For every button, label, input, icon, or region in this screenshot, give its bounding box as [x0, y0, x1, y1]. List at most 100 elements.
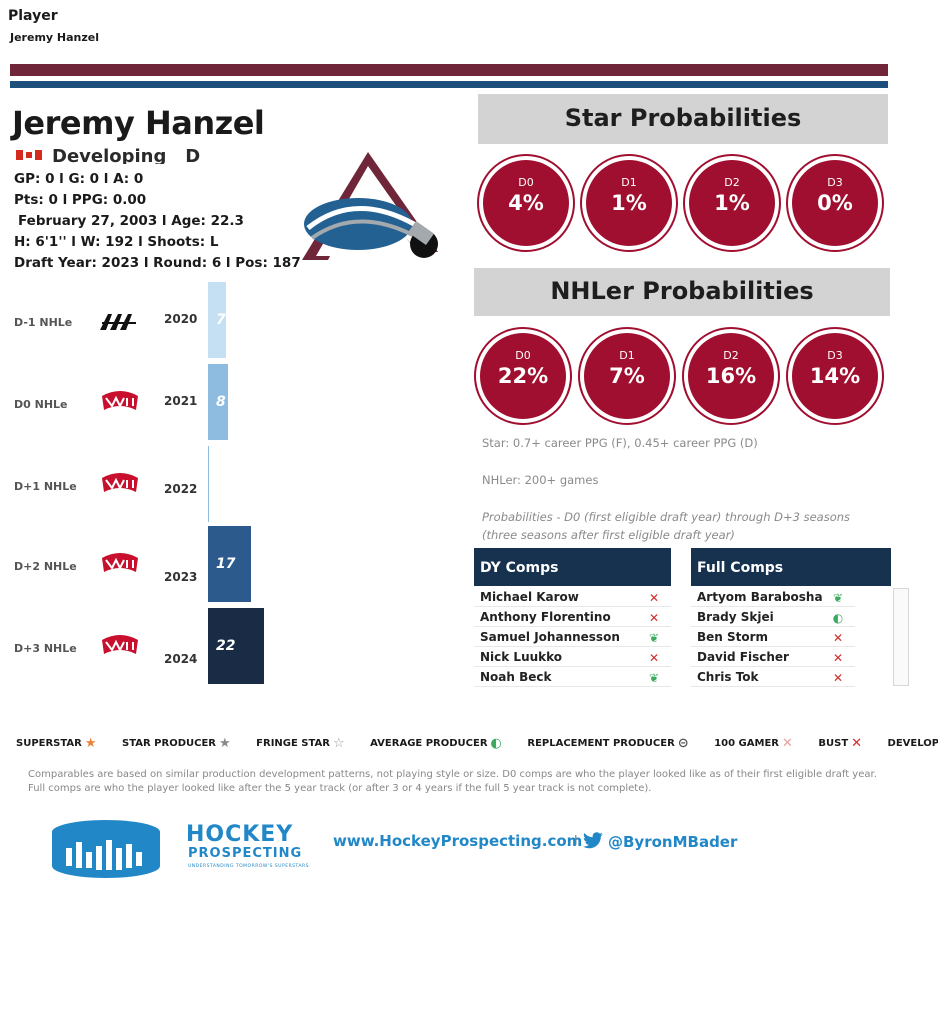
comp-name: Michael Karow	[480, 590, 579, 604]
superstar-icon: ★	[84, 736, 97, 751]
player-position: D	[185, 146, 201, 164]
comp-row[interactable]: Samuel Johannesson ❦	[474, 628, 671, 647]
bust-icon: ✕	[832, 631, 844, 645]
brand-tagline: UNDERSTANDING TOMORROW'S SUPERSTARS	[188, 864, 310, 869]
twitter-bird-icon	[583, 832, 603, 849]
player-name: Jeremy Hanzel	[12, 104, 265, 142]
probability-value: 1%	[611, 191, 647, 215]
twitter-handle[interactable]: @ByronMBader	[582, 832, 737, 851]
comp-row[interactable]: Michael Karow ✕	[474, 588, 671, 607]
dy-comps-panel: DY Comps Michael Karow ✕ Anthony Florentin…	[474, 548, 671, 688]
brand-prospecting: PROSPECTING	[188, 846, 303, 861]
nhler-probability-d0: D0 22%	[474, 327, 572, 425]
bust-icon: ✕	[832, 671, 844, 685]
comp-row[interactable]: Chris Tok ✕	[691, 668, 855, 687]
probability-value: 1%	[714, 191, 750, 215]
nhle-year: 2022	[164, 482, 198, 496]
legend-replacement-producer: REPLACEMENT PRODUCER ⊝	[527, 736, 689, 751]
probability-value: 22%	[497, 364, 549, 388]
probability-label: D2	[723, 349, 739, 362]
comp-name: Brady Skjei	[697, 610, 774, 624]
legend-average-producer: AVERAGE PRODUCER ◐	[370, 736, 502, 751]
nhle-bar[interactable]: 17	[208, 526, 252, 602]
player-points-line: Pts: 0 l PPG: 0.00	[14, 192, 147, 208]
nhle-bar-value: 8	[216, 394, 226, 410]
probability-label: D0	[518, 176, 534, 189]
full-comps-scrollbar[interactable]	[893, 588, 909, 686]
legend-fringe-star: FRINGE STAR ☆	[256, 736, 345, 751]
probability-label: D2	[724, 176, 740, 189]
comp-row[interactable]: Anthony Florentino ✕	[474, 608, 671, 627]
nhle-bar[interactable]: 22	[208, 608, 264, 684]
probability-label: D1	[619, 349, 635, 362]
star-producer-icon: ★	[219, 736, 231, 751]
probability-label: D3	[827, 349, 843, 362]
legend-superstar: SUPERSTAR ★	[16, 736, 97, 751]
nhle-bar[interactable]: 8	[208, 364, 229, 440]
comp-name: Artyom Barabosha	[697, 590, 823, 604]
canada-flag-icon	[16, 150, 42, 160]
nhle-bar[interactable]: 7	[208, 282, 226, 358]
probability-definition-2: (three seasons after first eligible draf…	[482, 528, 735, 542]
nhler-probabilities-header: NHLer Probabilities	[474, 268, 890, 316]
nhle-row-label: D+2 NHLe	[14, 560, 77, 573]
player-draft-line: Draft Year: 2023 l Round: 6 l Pos: 187	[14, 255, 301, 271]
comp-row[interactable]: Ben Storm ✕	[691, 628, 855, 647]
nhle-year: 2023	[164, 570, 198, 584]
comp-row[interactable]: Brady Skjei ◐	[691, 608, 855, 627]
legend-star-producer: STAR PRODUCER ★	[122, 736, 231, 751]
nhler-probability-d3: D3 14%	[786, 327, 884, 425]
player-size-line: H: 6'1'' l W: 192 l Shoots: L	[14, 234, 219, 250]
dy-comps-header: DY Comps	[474, 548, 671, 586]
website-link[interactable]: www.HockeyProspecting.com	[333, 832, 583, 850]
probability-value: 7%	[609, 364, 645, 388]
star-probability-d0: D0 4%	[477, 154, 575, 252]
hockey-prospecting-puck-logo	[50, 818, 162, 880]
legend-bust: BUST ✕	[818, 736, 863, 751]
comp-name: Anthony Florentino	[480, 610, 611, 624]
comp-name: David Fischer	[697, 650, 789, 664]
star-probability-d3: D3 0%	[786, 154, 884, 252]
whl-league-logo	[98, 632, 142, 658]
comp-row[interactable]: Nick Luukko ✕	[474, 648, 671, 667]
developing-icon: ❦	[648, 631, 660, 645]
filter-label: Player	[8, 8, 58, 24]
brand-hockey: HOCKEY	[186, 822, 294, 847]
bust-icon: ✕	[648, 611, 660, 625]
nhler-probability-d2: D2 16%	[682, 327, 780, 425]
probability-value: 4%	[508, 191, 544, 215]
bust-icon: ✕	[648, 651, 660, 665]
aaa-league-logo	[98, 312, 142, 338]
developing-icon: ❦	[832, 591, 844, 605]
filter-value[interactable]: Jeremy Hanzel	[10, 31, 99, 44]
bust-icon: ✕	[851, 736, 863, 751]
whl-league-logo	[98, 388, 142, 414]
comp-name: Ben Storm	[697, 630, 769, 644]
team-logo	[298, 148, 446, 268]
comp-row[interactable]: David Fischer ✕	[691, 648, 855, 667]
comp-name: Samuel Johannesson	[480, 630, 620, 644]
comp-row[interactable]: Noah Beck ❦	[474, 668, 671, 687]
probability-label: D0	[515, 349, 531, 362]
nhle-bar[interactable]	[208, 446, 209, 522]
comp-name: Chris Tok	[697, 670, 759, 684]
star-definition: Star: 0.7+ career PPG (F), 0.45+ career …	[482, 436, 758, 450]
whl-league-logo	[98, 550, 142, 576]
comp-row[interactable]: Artyom Barabosha ❦	[691, 588, 855, 607]
average-producer-icon: ◐	[490, 736, 502, 751]
blue-stripe	[10, 81, 888, 88]
comp-name: Noah Beck	[480, 670, 552, 684]
comparables-disclaimer: Comparables are based on similar product…	[28, 769, 877, 794]
nhle-bar-value: 17	[216, 556, 236, 572]
player-birth-line: February 27, 2003 l Age: 22.3	[18, 213, 244, 229]
nhler-definition: NHLer: 200+ games	[482, 473, 599, 487]
footer-separator: l	[574, 834, 578, 849]
whl-league-logo	[98, 470, 142, 496]
nhler-probability-d1: D1 7%	[578, 327, 676, 425]
player-stats-line: GP: 0 l G: 0 l A: 0	[14, 171, 144, 187]
probability-value: 14%	[809, 364, 861, 388]
nhle-year: 2021	[164, 394, 198, 408]
developing-icon: ❦	[648, 671, 660, 685]
nhle-row-label: D-1 NHLe	[14, 316, 73, 329]
star-probability-d1: D1 1%	[580, 154, 678, 252]
